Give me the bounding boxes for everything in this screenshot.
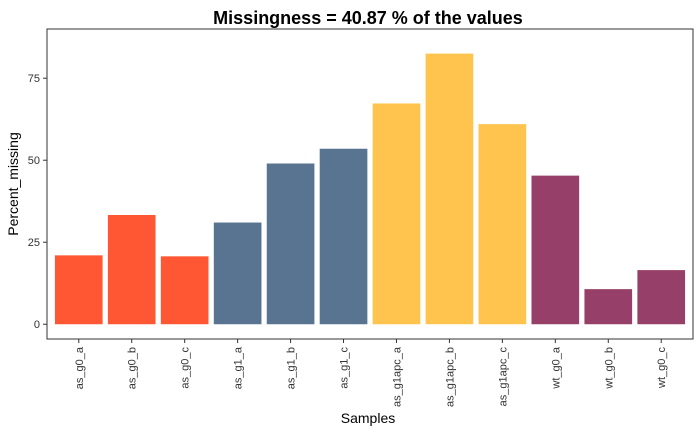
y-axis: 0 25 50 75: [28, 73, 47, 331]
bar-as-g1-b: [266, 163, 315, 325]
x-tick-label: as_g0_b: [127, 347, 139, 389]
x-tick-label: wt_g0_b: [603, 347, 615, 390]
bar-as-g1apc-b: [425, 53, 474, 325]
x-axis-title: Samples: [341, 410, 395, 426]
bars-group: [54, 53, 686, 325]
bar-as-g0-c: [160, 256, 209, 325]
x-tick-label: as_g1_c: [339, 347, 351, 389]
y-tick-label: 75: [28, 73, 40, 85]
y-tick-label: 0: [34, 319, 40, 331]
bar-as-g0-b: [107, 215, 156, 325]
x-tick-label: as_g1apc_c: [497, 347, 509, 407]
y-axis-title: Percent_missing: [5, 132, 21, 236]
x-tick-label: as_g1apc_b: [444, 347, 456, 407]
y-tick-label: 25: [28, 237, 40, 249]
bar-as-g1apc-a: [372, 103, 421, 325]
bar-wt-g0-c: [637, 270, 686, 325]
bar-wt-g0-b: [584, 289, 633, 325]
x-tick-label: wt_g0_c: [656, 347, 668, 389]
x-axis: as_g0_a as_g0_b as_g0_c as_g1_a as_g1_b as_g1…: [74, 339, 668, 407]
bar-wt-g0-a: [531, 175, 580, 325]
bar-as-g1-a: [213, 222, 262, 325]
x-tick-label: as_g1_b: [286, 347, 298, 389]
bar-as-g1apc-c: [478, 124, 527, 325]
x-tick-label: as_g0_a: [74, 346, 86, 389]
chart-title: Missingness = 40.87 % of the values: [213, 8, 523, 28]
bar-as-g1-c: [319, 148, 368, 325]
x-tick-label: as_g1_a: [233, 346, 245, 389]
x-tick-label: as_g0_c: [180, 347, 192, 389]
bar-as-g0-a: [54, 255, 103, 325]
y-tick-label: 50: [28, 155, 40, 167]
x-tick-label: as_g1apc_a: [391, 346, 403, 407]
x-tick-label: wt_g0_a: [550, 346, 562, 389]
